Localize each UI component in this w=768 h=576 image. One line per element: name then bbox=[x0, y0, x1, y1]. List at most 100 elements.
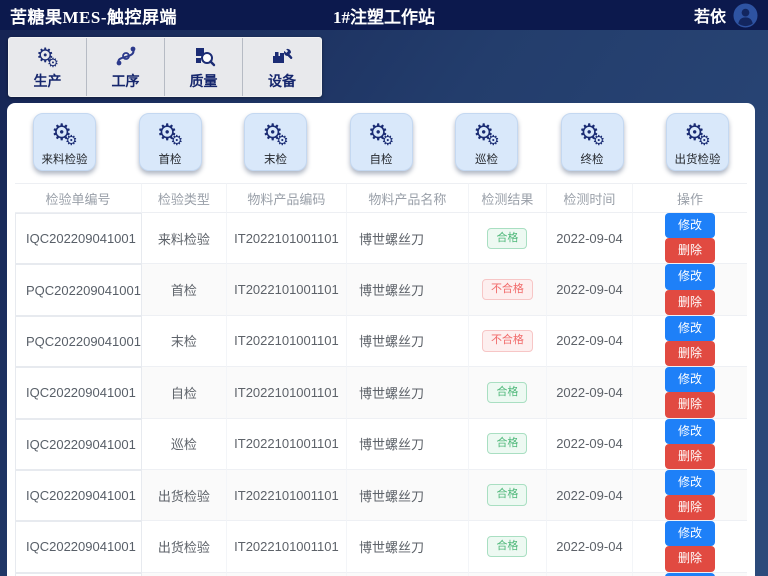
result-badge: 合格 bbox=[487, 535, 528, 558]
gears-icon: ⚙ ⚙ bbox=[156, 119, 184, 148]
actions-cell: 修改 删除 bbox=[632, 264, 747, 316]
gears-icon: ⚙ ⚙ bbox=[473, 119, 500, 148]
material-code-cell: IT2022101001101 bbox=[226, 315, 347, 368]
column-header: 检测结果 bbox=[468, 183, 547, 213]
edit-button[interactable]: 修改 bbox=[664, 572, 715, 576]
tab-patrol-inspection[interactable]: ⚙ ⚙ 巡检 bbox=[455, 113, 518, 171]
inspection-id-cell: IQC202209041001 bbox=[15, 521, 142, 573]
table-row: IQC202209041001 巡检 IT2022101001101 博世螺丝刀… bbox=[15, 418, 747, 470]
delete-button[interactable]: 删除 bbox=[664, 443, 715, 469]
edit-button[interactable]: 修改 bbox=[664, 367, 715, 393]
toolbar-button-equipment[interactable]: 设备 bbox=[243, 38, 321, 96]
station-title: 1#注塑工作站 bbox=[333, 7, 435, 27]
edit-button[interactable]: 修改 bbox=[664, 521, 715, 547]
material-name-cell: 博世螺丝刀 bbox=[346, 367, 469, 419]
edit-button[interactable]: 修改 bbox=[664, 213, 715, 239]
tab-label: 自检 bbox=[369, 154, 393, 166]
username: 若依 bbox=[693, 9, 726, 26]
actions-cell: 修改 删除 bbox=[632, 367, 747, 419]
delete-button[interactable]: 删除 bbox=[664, 238, 715, 264]
main-toolbar: ⚙ ⚙ 生产 工序 质量 设备 bbox=[8, 37, 322, 97]
inspection-table: 检验单编号 检验类型 物料产品编码 物料产品名称 检测结果 检测时间 操作 IQC20220… bbox=[15, 183, 747, 576]
gears-icon: ⚙ ⚙ bbox=[684, 119, 711, 148]
table-row: IQC202209041001 出货检验 IT2022101001101 博世螺… bbox=[15, 469, 747, 522]
result-badge: 合格 bbox=[487, 484, 528, 506]
inspection-date-cell: 2022-09-04 bbox=[546, 315, 633, 368]
material-name-cell: 博世螺丝刀 bbox=[346, 521, 469, 573]
tab-last-inspection[interactable]: ⚙ ⚙ 末检 bbox=[244, 113, 307, 171]
app-title: 苦糖果MES-触控屏端 bbox=[10, 7, 177, 27]
tab-incoming-inspection[interactable]: ⚙ ⚙ 来料检验 bbox=[33, 113, 96, 171]
tab-final-inspection[interactable]: ⚙ ⚙ 终检 bbox=[560, 113, 624, 171]
edit-button[interactable]: 修改 bbox=[664, 315, 715, 341]
table-header-row: 检验单编号 检验类型 物料产品编码 物料产品名称 检测结果 检测时间 操作 bbox=[15, 183, 747, 213]
inspection-date-cell: 2022-09-04 bbox=[546, 572, 633, 576]
tab-label: 来料检验 bbox=[41, 154, 88, 166]
inspection-id-cell: IQC202209041001 bbox=[15, 367, 142, 419]
user-avatar-icon[interactable] bbox=[733, 2, 758, 28]
result-cell: 不合格 bbox=[468, 264, 547, 316]
user-menu[interactable]: 若依 bbox=[693, 2, 758, 28]
column-header: 检验类型 bbox=[141, 183, 227, 213]
edit-button[interactable]: 修改 bbox=[664, 418, 715, 444]
tab-label: 出货检验 bbox=[674, 154, 721, 166]
material-code-cell: IT2022101001101 bbox=[226, 367, 347, 419]
tab-outgoing-inspection[interactable]: ⚙ ⚙ 出货检验 bbox=[666, 113, 729, 171]
inspection-id-cell: IQC202209041001 bbox=[15, 572, 142, 576]
actions-cell: 修改 删除 bbox=[632, 418, 747, 470]
delete-button[interactable]: 删除 bbox=[664, 495, 715, 521]
edit-button[interactable]: 修改 bbox=[664, 264, 715, 290]
result-cell: 合格 bbox=[468, 572, 547, 576]
result-cell: 合格 bbox=[468, 469, 547, 522]
inspection-type-cell: 巡检 bbox=[141, 418, 227, 470]
material-code-cell: IT2022101001101 bbox=[226, 264, 347, 316]
result-cell: 不合格 bbox=[468, 315, 547, 368]
tab-label: 末检 bbox=[264, 154, 287, 166]
table-row: IQC202209041001 来料检验 IT2022101001101 博世螺… bbox=[15, 213, 747, 265]
delete-button[interactable]: 删除 bbox=[664, 546, 715, 572]
edit-button[interactable]: 修改 bbox=[664, 469, 715, 496]
material-name-cell: 博世螺丝刀 bbox=[346, 315, 469, 368]
delete-button[interactable]: 删除 bbox=[664, 289, 715, 315]
process-flow-icon bbox=[113, 43, 139, 69]
tab-label: 终检 bbox=[580, 154, 604, 166]
inspection-date-cell: 2022-09-04 bbox=[546, 264, 633, 316]
inspection-date-cell: 2022-09-04 bbox=[546, 213, 633, 265]
material-code-cell: IT2022101001101 bbox=[226, 572, 347, 576]
column-header: 操作 bbox=[632, 183, 747, 213]
material-name-cell: 博世螺丝刀 bbox=[346, 469, 469, 522]
gears-icon: ⚙ ⚙ bbox=[578, 119, 606, 148]
tab-first-inspection[interactable]: ⚙ ⚙ 首检 bbox=[138, 113, 202, 171]
inspection-type-cell: 出货检验 bbox=[141, 469, 227, 522]
inspection-tabs: ⚙ ⚙ 来料检验 ⚙ ⚙ 首检 ⚙ ⚙ 末检 ⚙ ⚙ 自检 ⚙ ⚙ 巡检 ⚙ ⚙ 终检 ⚙ ⚙… bbox=[7, 103, 755, 171]
actions-cell: 修改 删除 bbox=[632, 315, 747, 368]
toolbar-button-quality[interactable]: 质量 bbox=[165, 38, 243, 96]
inspection-type-cell: 末检 bbox=[141, 315, 227, 368]
inspection-id-cell: IQC202209041001 bbox=[15, 418, 142, 470]
result-cell: 合格 bbox=[468, 367, 547, 419]
content-panel: ⚙ ⚙ 来料检验 ⚙ ⚙ 首检 ⚙ ⚙ 末检 ⚙ ⚙ 自检 ⚙ ⚙ 巡检 ⚙ ⚙ 终检 ⚙ ⚙… bbox=[7, 103, 755, 576]
actions-cell: 修改 删除 bbox=[632, 213, 747, 265]
material-name-cell: 博世螺丝刀 bbox=[346, 213, 469, 265]
delete-button[interactable]: 删除 bbox=[664, 340, 715, 367]
result-badge: 不合格 bbox=[481, 330, 533, 352]
toolbar-button-process[interactable]: 工序 bbox=[87, 38, 165, 96]
inspection-date-cell: 2022-09-04 bbox=[546, 367, 633, 419]
result-cell: 合格 bbox=[468, 213, 547, 265]
column-header: 物料产品名称 bbox=[346, 183, 469, 213]
tab-label: 巡检 bbox=[475, 154, 498, 166]
tab-self-inspection[interactable]: ⚙ ⚙ 自检 bbox=[349, 113, 413, 171]
table-row: PQC202209041001 末检 IT2022101001101 博世螺丝刀… bbox=[15, 315, 747, 368]
inspection-type-cell: 来料检验 bbox=[141, 213, 227, 265]
gears-icon: ⚙ ⚙ bbox=[36, 45, 59, 70]
inspection-date-cell: 2022-09-04 bbox=[546, 418, 633, 470]
inspection-id-cell: PQC202209041001 bbox=[15, 315, 142, 368]
material-code-cell: IT2022101001101 bbox=[226, 418, 347, 470]
inspection-date-cell: 2022-09-04 bbox=[546, 469, 633, 522]
delete-button[interactable]: 删除 bbox=[664, 392, 715, 418]
inspection-type-cell: 自检 bbox=[141, 367, 227, 419]
toolbar-button-label: 工序 bbox=[111, 73, 140, 89]
actions-cell: 修改 删除 bbox=[632, 572, 747, 576]
toolbar-button-production[interactable]: ⚙ ⚙ 生产 bbox=[9, 38, 87, 96]
toolbar-button-label: 质量 bbox=[189, 73, 218, 89]
